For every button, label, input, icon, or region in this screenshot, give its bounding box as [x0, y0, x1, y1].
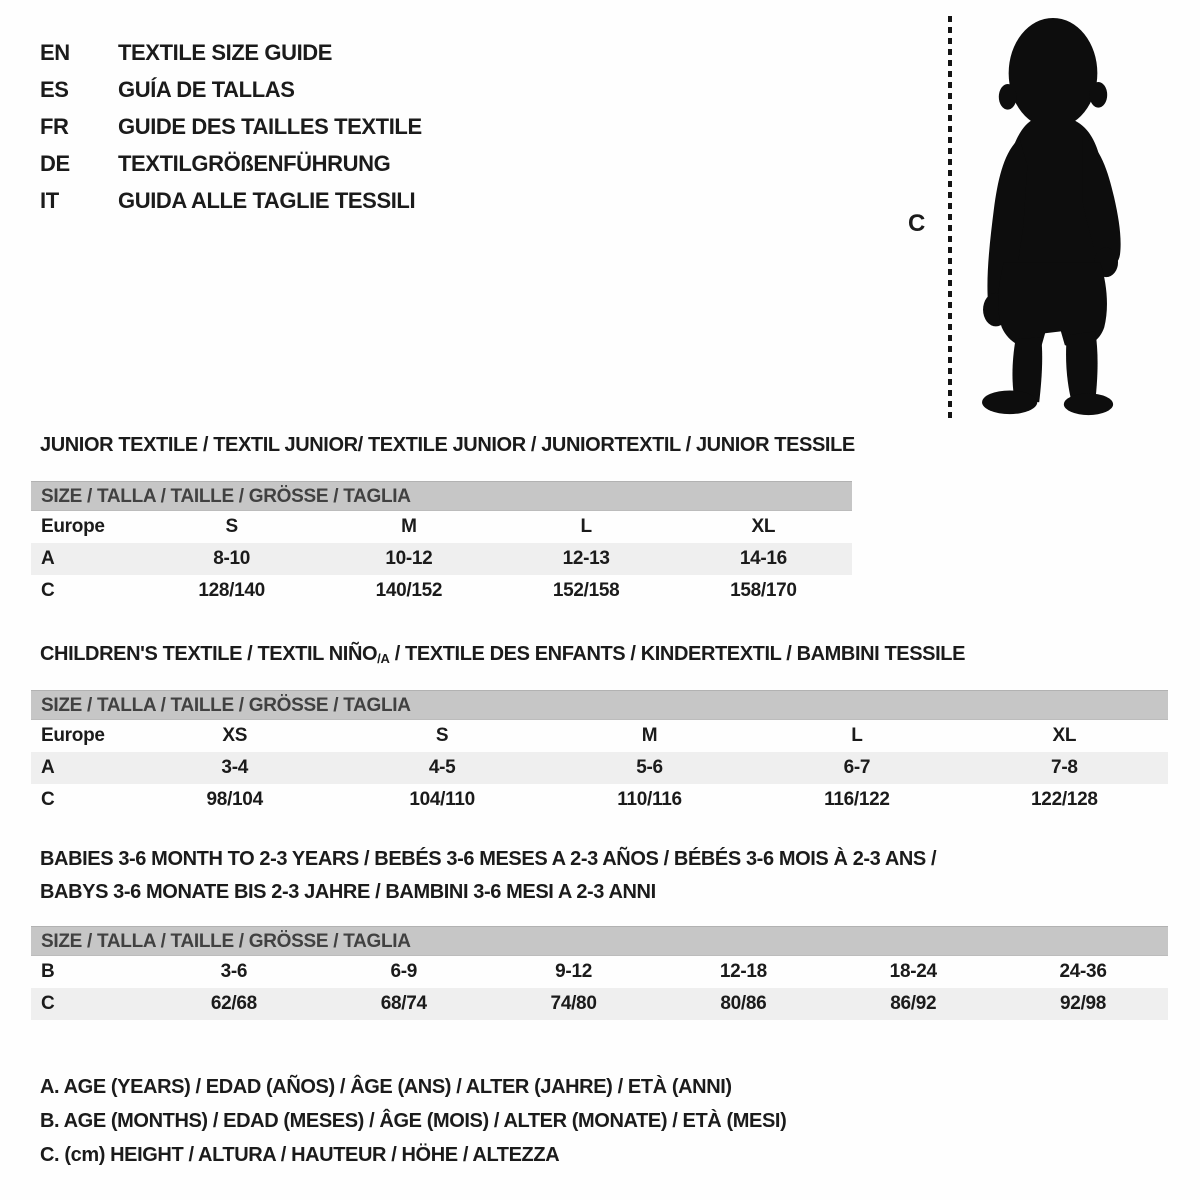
size-header-bar: SIZE / TALLA / TAILLE / GRÖSSE / TAGLIA — [31, 690, 1168, 720]
language-label: GUIDA ALLE TAGLIE TESSILI — [118, 187, 416, 213]
row-label: A — [41, 757, 55, 778]
table-row-months: B 3-6 6-9 9-12 12-18 18-24 24-36 — [31, 956, 1168, 988]
language-row-en: EN TEXTILE SIZE GUIDE — [40, 34, 422, 71]
section-title-babies-line1: BABIES 3-6 MONTH TO 2-3 YEARS / BEBÉS 3-… — [40, 848, 937, 870]
height-cell: 74/80 — [550, 993, 597, 1014]
months-cell: 18-24 — [889, 961, 937, 982]
height-cell: 92/98 — [1060, 993, 1107, 1014]
height-cell: 104/110 — [409, 789, 475, 810]
table-row-europe: Europe XS S M L XL — [31, 720, 1168, 752]
age-cell: 14-16 — [739, 548, 787, 569]
age-cell: 7-8 — [1051, 757, 1078, 778]
height-cell: 110/116 — [617, 789, 682, 810]
child-silhouette-icon — [982, 17, 1121, 416]
children-title-suffix: / TEXTILE DES ENFANTS / KINDERTEXTIL / B… — [389, 643, 966, 665]
babies-size-table: SIZE / TALLA / TAILLE / GRÖSSE / TAGLIA … — [31, 926, 1168, 1020]
language-code: DE — [40, 150, 70, 176]
section-title-babies-line2: BABYS 3-6 MONATE BIS 2-3 JAHRE / BAMBINI… — [40, 881, 656, 903]
height-cell: 128/140 — [198, 580, 265, 601]
age-cell: 5-6 — [636, 757, 663, 778]
language-label: TEXTILE SIZE GUIDE — [118, 39, 333, 65]
age-cell: 3-4 — [221, 757, 248, 778]
row-label: B — [41, 961, 55, 982]
months-cell: 6-9 — [390, 961, 418, 982]
row-label: C — [41, 580, 55, 601]
months-cell: 12-18 — [719, 961, 767, 982]
age-cell: 4-5 — [428, 757, 456, 778]
height-cell: 122/128 — [1031, 789, 1098, 810]
age-cell: 6-7 — [843, 757, 871, 778]
row-label: Europe — [41, 516, 105, 537]
table-row-age: A 8-10 10-12 12-13 14-16 — [31, 543, 852, 575]
height-dashed-line — [948, 16, 952, 418]
height-cell: 86/92 — [890, 993, 937, 1014]
row-label: A — [41, 548, 55, 569]
language-row-it: IT GUIDA ALLE TAGLIE TESSILI — [40, 182, 422, 219]
table-row-age: A 3-4 4-5 5-6 6-7 7-8 — [31, 752, 1168, 784]
size-cell: XS — [222, 725, 248, 746]
height-cell: 116/122 — [824, 789, 890, 810]
height-cell: 158/170 — [730, 580, 797, 601]
height-cell: 68/74 — [380, 993, 427, 1014]
height-cell: 152/158 — [552, 580, 620, 601]
size-header-bar: SIZE / TALLA / TAILLE / GRÖSSE / TAGLIA — [31, 481, 852, 511]
size-cell: M — [401, 516, 417, 537]
section-title-children: CHILDREN'S TEXTILE / TEXTIL NIÑO/A / TEX… — [40, 643, 965, 666]
months-cell: 24-36 — [1059, 961, 1107, 982]
size-cell: XL — [1052, 725, 1077, 746]
footnote-height: C. (cm) HEIGHT / ALTURA / HAUTEUR / HÖHE… — [40, 1144, 560, 1166]
size-header-bar: SIZE / TALLA / TAILLE / GRÖSSE / TAGLIA — [31, 926, 1168, 956]
footnote-age-months: B. AGE (MONTHS) / EDAD (MESES) / ÂGE (MO… — [40, 1110, 787, 1132]
age-cell: 12-13 — [562, 548, 610, 569]
children-title-prefix: CHILDREN'S TEXTILE / TEXTIL NIÑO — [40, 643, 378, 665]
section-title-junior: JUNIOR TEXTILE / TEXTIL JUNIOR/ TEXTILE … — [40, 434, 855, 456]
size-cell: M — [641, 725, 658, 746]
height-cell: 80/86 — [720, 993, 767, 1014]
language-row-de: DE TEXTILGRÖßENFÜHRUNG — [40, 145, 422, 182]
height-measure-label: C — [908, 210, 926, 237]
footnote-age-years: A. AGE (YEARS) / EDAD (AÑOS) / ÂGE (ANS)… — [40, 1076, 732, 1098]
language-row-es: ES GUÍA DE TALLAS — [40, 71, 422, 108]
language-row-fr: FR GUIDE DES TAILLES TEXTILE — [40, 108, 422, 145]
table-row-height: C 62/68 68/74 74/80 80/86 86/92 92/98 — [31, 988, 1168, 1020]
height-cell: 98/104 — [206, 789, 264, 810]
language-code: ES — [40, 76, 69, 102]
size-cell: XL — [751, 516, 776, 537]
footnotes-block: A. AGE (YEARS) / EDAD (AÑOS) / ÂGE (ANS)… — [40, 1070, 787, 1172]
size-cell: L — [851, 725, 863, 746]
table-row-height: C 98/104 104/110 110/116 116/122 122/128 — [31, 784, 1168, 816]
age-cell: 8-10 — [213, 548, 251, 569]
months-cell: 3-6 — [220, 961, 248, 982]
language-label: GUÍA DE TALLAS — [118, 76, 295, 102]
language-label: TEXTILGRÖßENFÜHRUNG — [118, 150, 391, 176]
language-label: GUIDE DES TAILLES TEXTILE — [118, 113, 422, 139]
language-code: EN — [40, 39, 70, 65]
months-cell: 9-12 — [555, 961, 592, 982]
children-title-sub: /A — [377, 651, 390, 666]
table-row-europe: Europe S M L XL — [31, 511, 852, 543]
size-cell: S — [225, 516, 238, 537]
children-size-table: SIZE / TALLA / TAILLE / GRÖSSE / TAGLIA … — [31, 690, 1168, 816]
row-label: Europe — [41, 725, 105, 746]
size-cell: S — [435, 725, 449, 746]
height-cell: 62/68 — [210, 993, 257, 1014]
table-row-height: C 128/140 140/152 152/158 158/170 — [31, 575, 852, 607]
row-label: C — [41, 993, 55, 1014]
height-cell: 140/152 — [375, 580, 443, 601]
junior-size-table: SIZE / TALLA / TAILLE / GRÖSSE / TAGLIA … — [31, 481, 852, 607]
size-cell: L — [580, 516, 592, 537]
language-code: FR — [40, 113, 69, 139]
age-cell: 10-12 — [385, 548, 433, 569]
language-code: IT — [40, 187, 59, 213]
row-label: C — [41, 789, 55, 810]
language-title-block: EN TEXTILE SIZE GUIDE ES GUÍA DE TALLAS … — [40, 34, 422, 219]
